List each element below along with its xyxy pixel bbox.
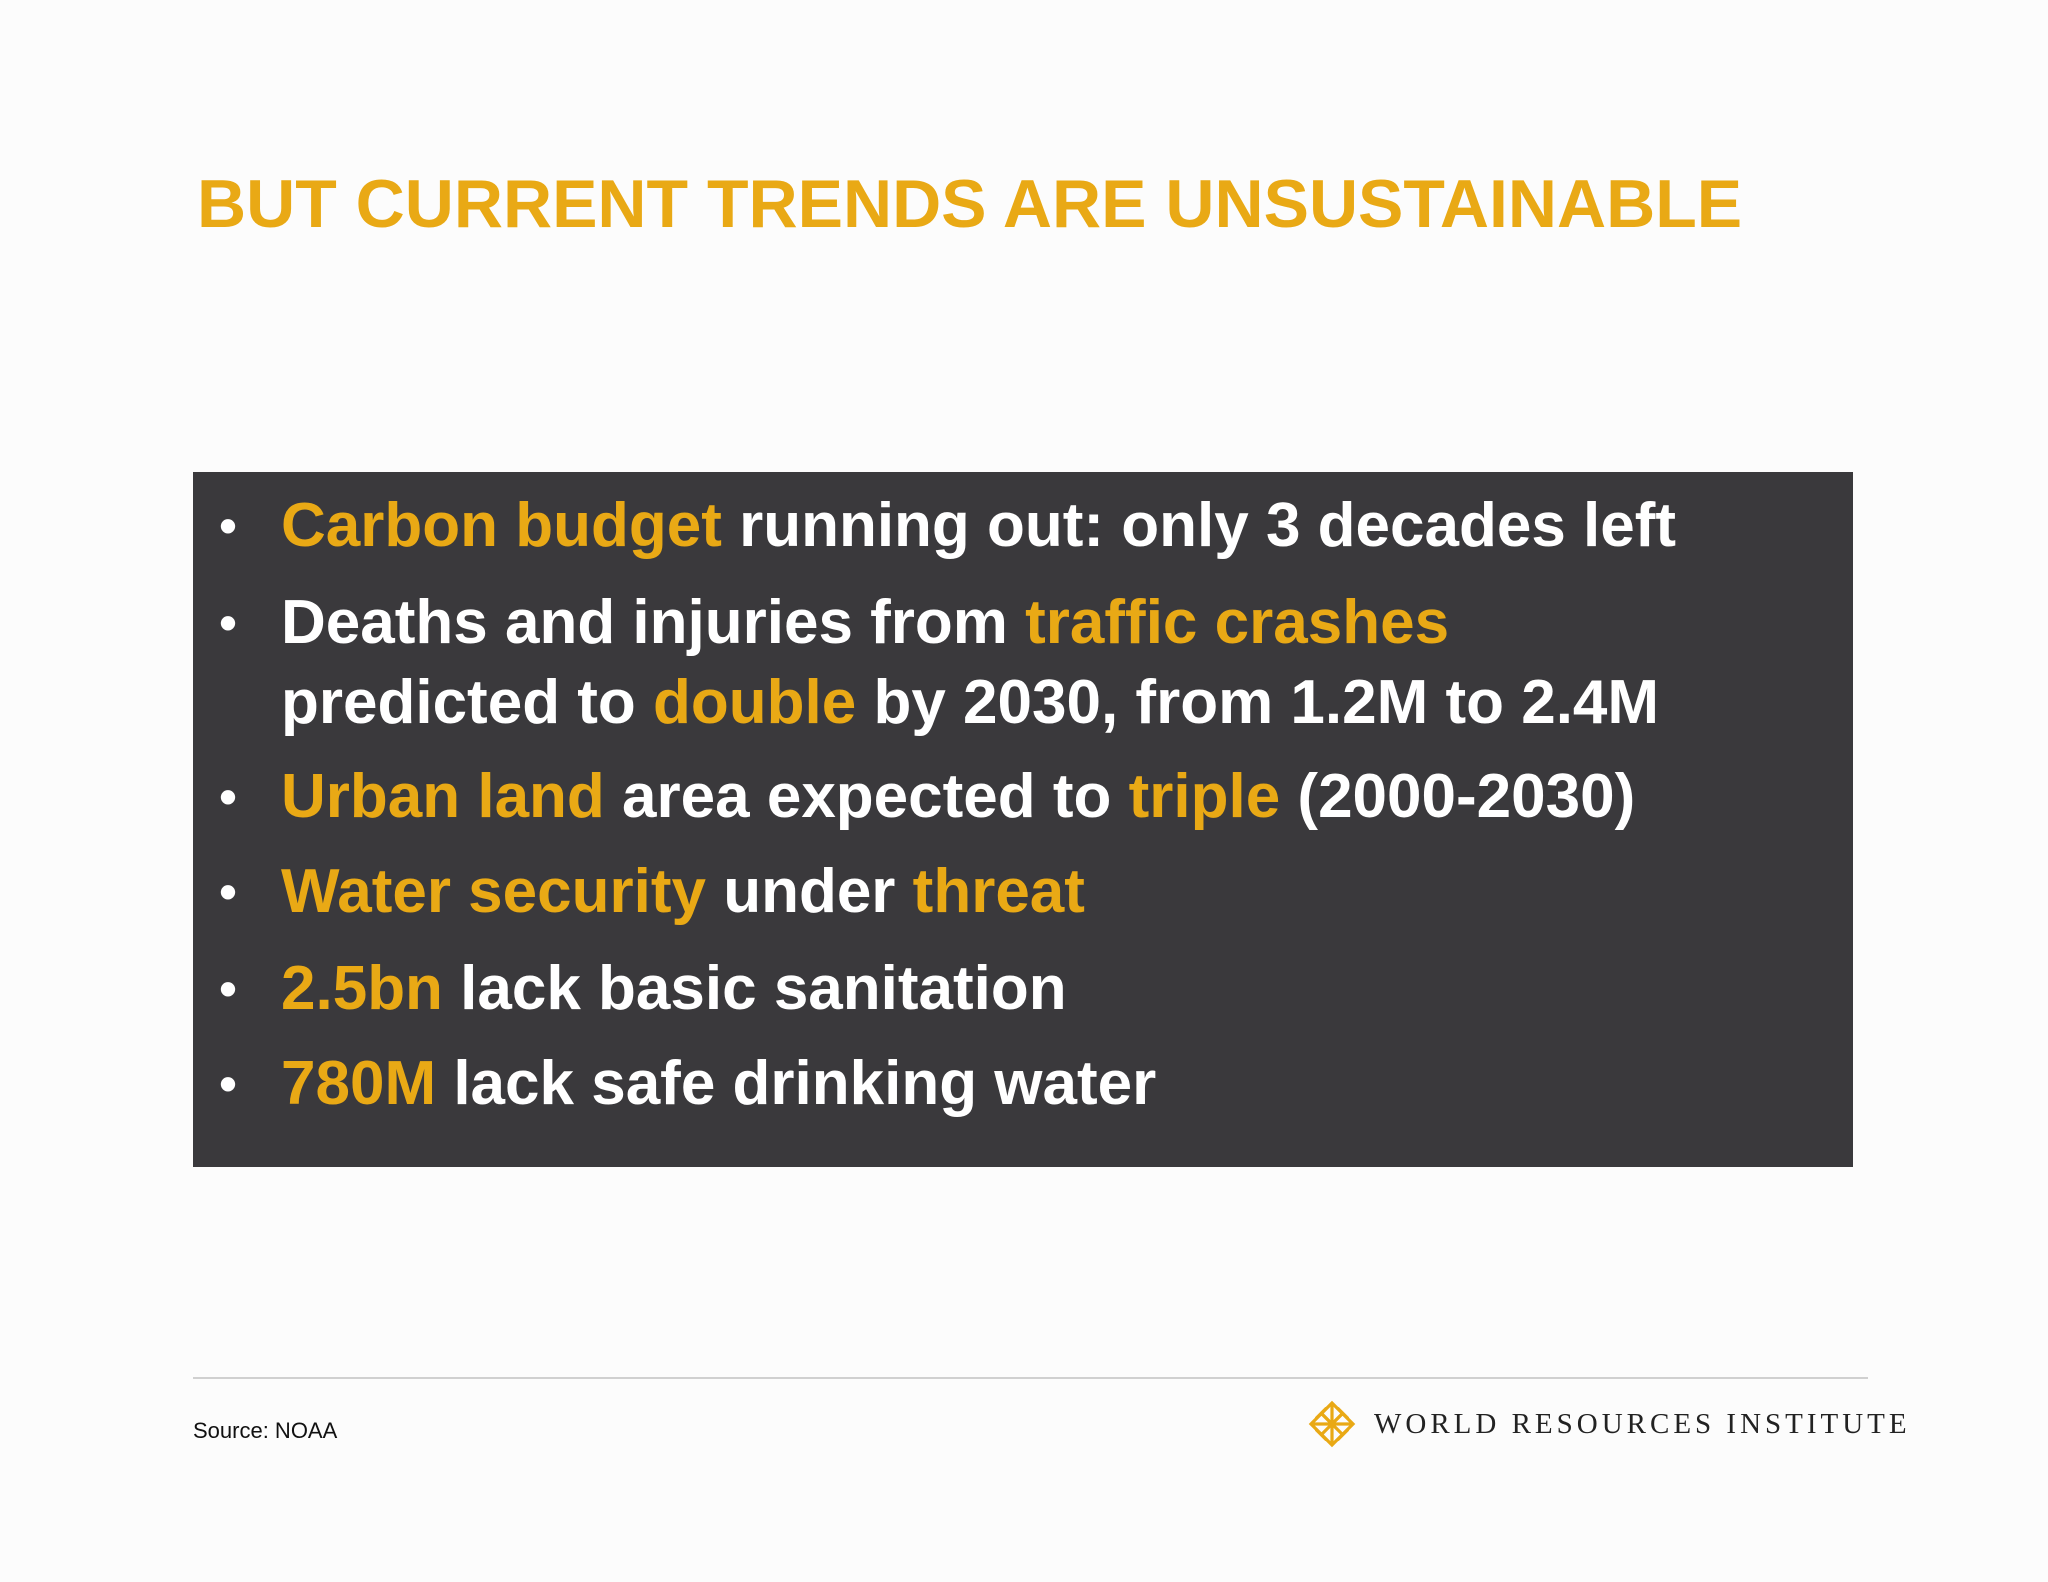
bullet-plain: running out: only 3 decades left bbox=[721, 491, 1677, 560]
bullet-highlight: double bbox=[653, 668, 857, 737]
bullet-highlight: Water security bbox=[281, 857, 706, 926]
wri-logo-text: WORLD RESOURCES INSTITUTE bbox=[1374, 1407, 1911, 1440]
bullet-marker: • bbox=[219, 864, 237, 920]
bullet-panel: • Carbon budget running out: only 3 deca… bbox=[193, 472, 1853, 1167]
bullet-plain: by 2030, from 1.2M to 2.4M bbox=[856, 668, 1660, 737]
bullet-highlight: Urban land bbox=[281, 762, 605, 831]
bullet-marker: • bbox=[219, 961, 237, 1017]
bullet-highlight: Carbon budget bbox=[281, 491, 722, 560]
bullet-text: 2.5bn lack basic sanitation bbox=[281, 949, 1841, 1029]
bullet-plain: under bbox=[705, 857, 913, 926]
bullet-text: Urban land area expected to triple (2000… bbox=[281, 757, 1841, 837]
wri-logo: WORLD RESOURCES INSTITUTE bbox=[1308, 1400, 1911, 1448]
bullet-text: 780M lack safe drinking water bbox=[281, 1044, 1841, 1124]
slide-title: BUT CURRENT TRENDS ARE UNSUSTAINABLE bbox=[197, 166, 1743, 242]
bullet-text: Deaths and injuries from traffic crashes… bbox=[281, 583, 1841, 743]
wri-lattice-icon bbox=[1308, 1400, 1356, 1448]
bullet-marker: • bbox=[219, 769, 237, 825]
bullet-plain: area expected to bbox=[604, 762, 1129, 831]
bullet-marker: • bbox=[219, 1056, 237, 1112]
bullet-text: Carbon budget running out: only 3 decade… bbox=[281, 486, 1841, 566]
bullet-highlight: 2.5bn bbox=[281, 954, 443, 1023]
source-note: Source: NOAA bbox=[193, 1418, 338, 1443]
bullet-marker: • bbox=[219, 498, 237, 554]
bullet-plain: predicted to bbox=[281, 668, 654, 737]
bullet-highlight: traffic crashes bbox=[1025, 588, 1450, 657]
footer-divider bbox=[193, 1377, 1868, 1379]
bullet-highlight: triple bbox=[1128, 762, 1281, 831]
bullet-plain: (2000-2030) bbox=[1280, 762, 1636, 831]
bullet-plain: lack safe drinking water bbox=[436, 1049, 1157, 1118]
bullet-highlight: 780M bbox=[281, 1049, 437, 1118]
bullet-plain: Deaths and injuries from bbox=[281, 588, 1026, 657]
bullet-plain: lack basic sanitation bbox=[442, 954, 1067, 1023]
bullet-marker: • bbox=[219, 595, 237, 651]
bullet-text: Water security under threat bbox=[281, 852, 1841, 932]
bullet-highlight: threat bbox=[912, 857, 1085, 926]
